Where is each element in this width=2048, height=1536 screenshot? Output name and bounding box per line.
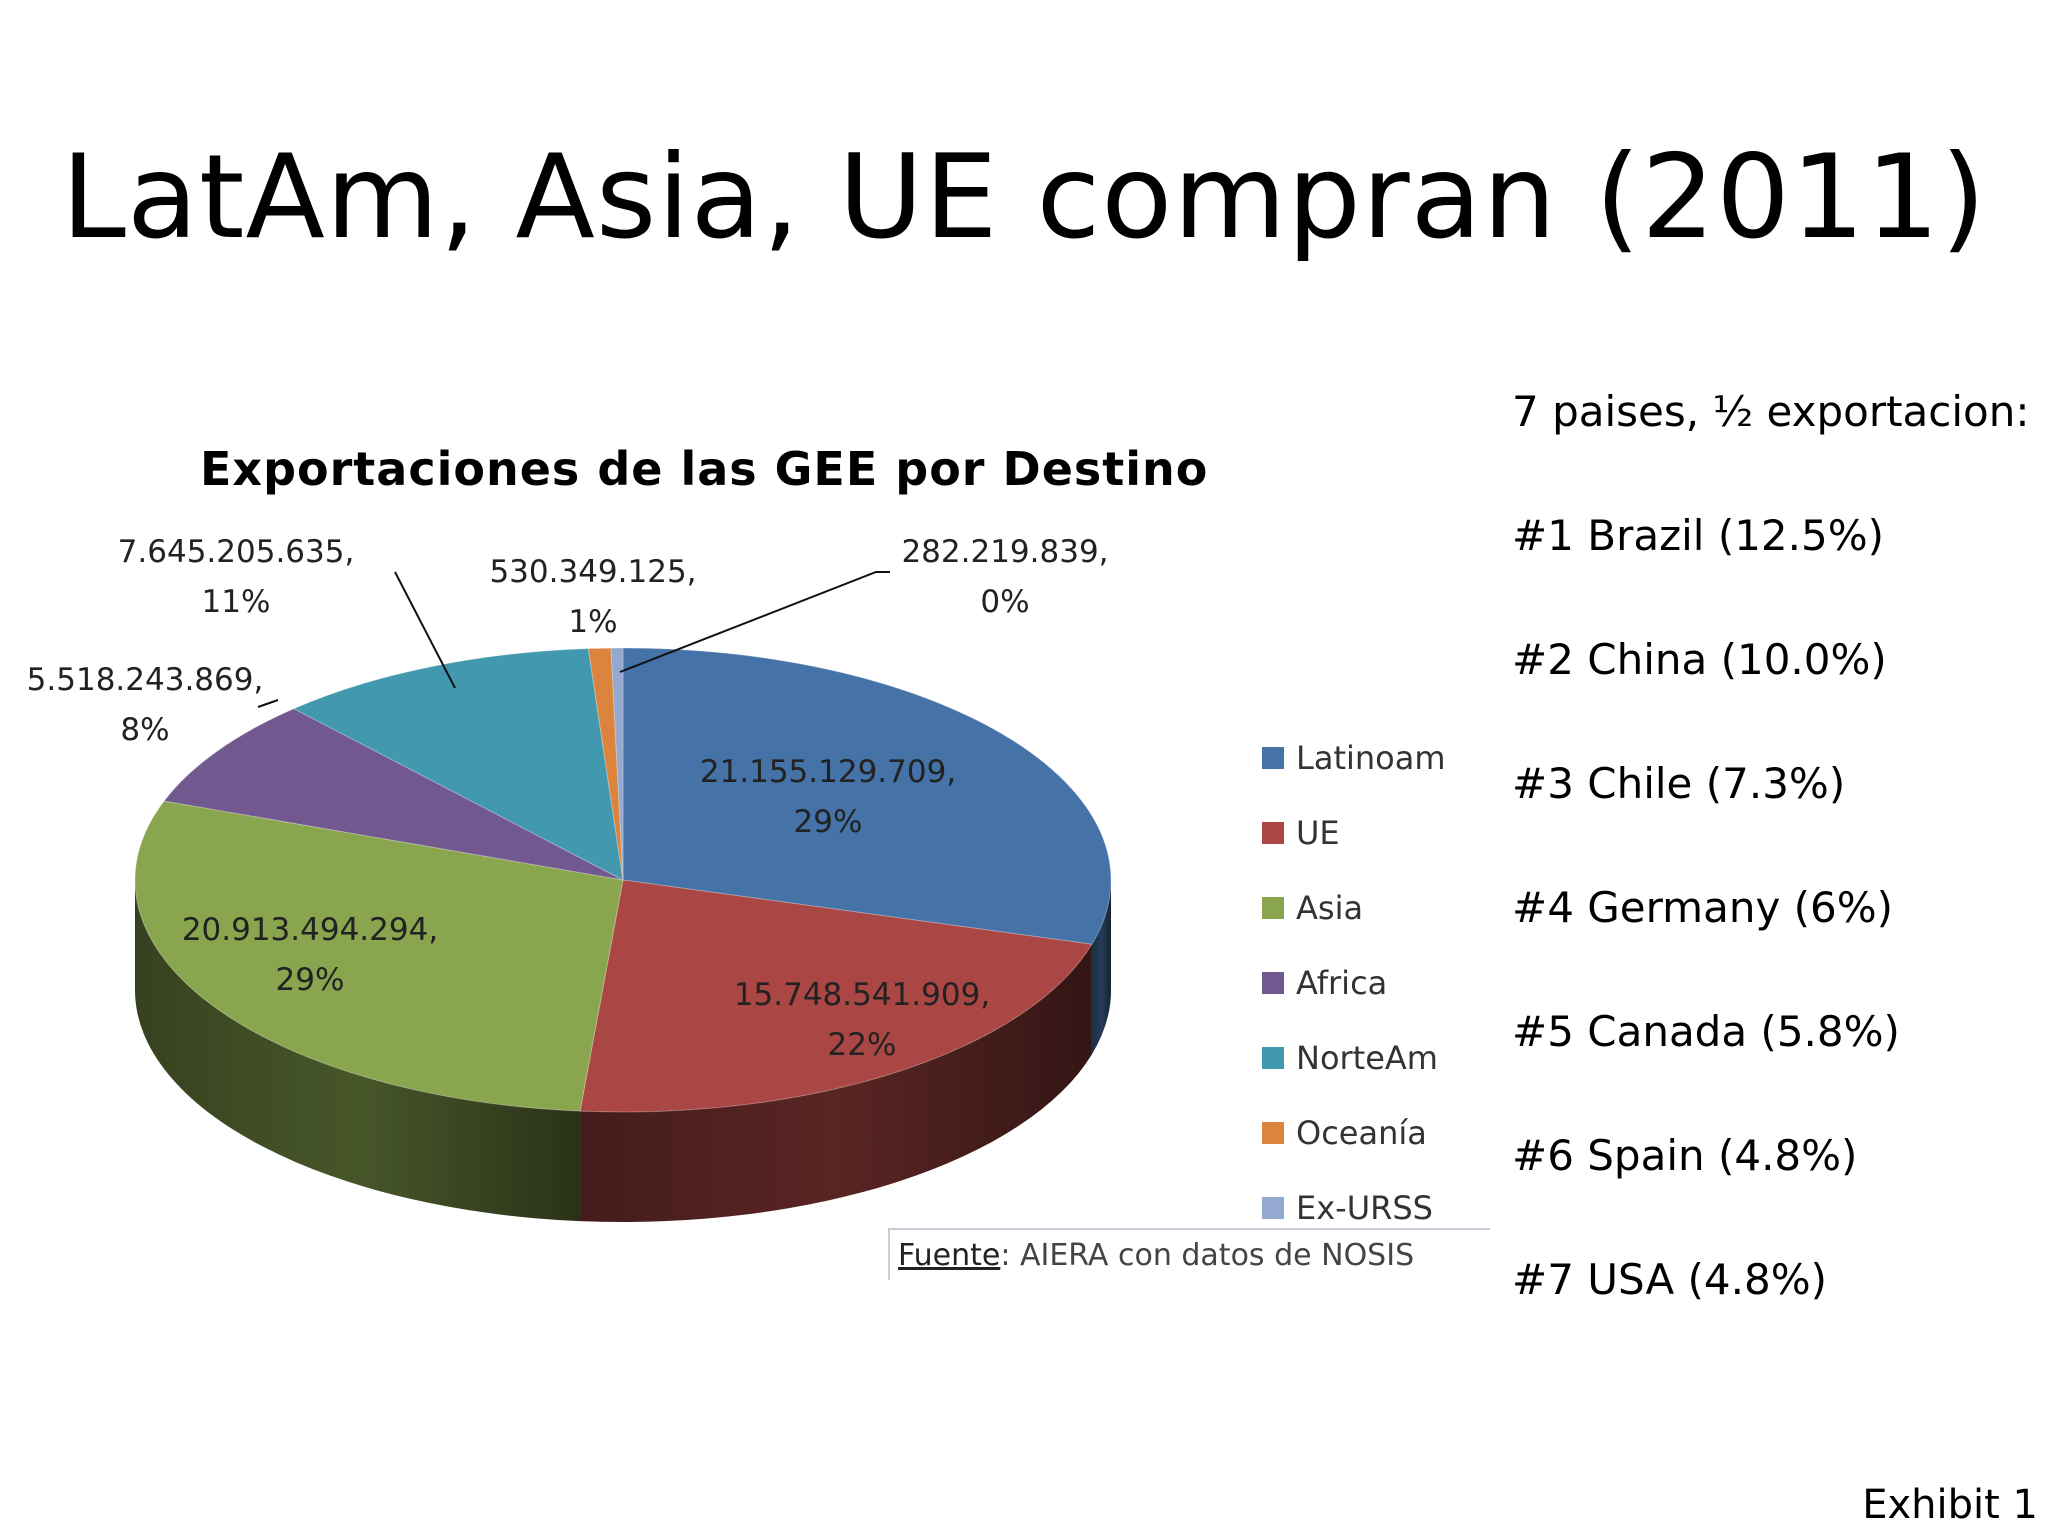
slice-value-label: 15.748.541.909, bbox=[734, 977, 990, 1013]
slice-value-label: 7.645.205.635, bbox=[118, 534, 355, 570]
legend-item: NorteAm bbox=[1262, 1020, 1446, 1095]
legend-swatch bbox=[1262, 746, 1284, 769]
slice-percent-label: 0% bbox=[980, 584, 1029, 620]
pie-slice-3 bbox=[163, 708, 624, 881]
slice-percent-label: 29% bbox=[794, 804, 863, 840]
country-item: #7 USA (4.8%) bbox=[1512, 1255, 1827, 1304]
slide-title: LatAm, Asia, UE compran (2011) bbox=[61, 130, 1987, 265]
pie-side-shade-0 bbox=[1091, 880, 1111, 1055]
legend-item: Asia bbox=[1262, 870, 1446, 945]
leader-line-6 bbox=[619, 571, 890, 673]
legend-item: Africa bbox=[1262, 945, 1446, 1020]
slice-value-label: 282.219.839, bbox=[901, 534, 1108, 570]
slice-value-label: 5.518.243.869, bbox=[27, 662, 264, 698]
source-key: Fuente bbox=[898, 1238, 1001, 1273]
pie-side-shade-1 bbox=[580, 944, 1092, 1223]
slice-percent-label: 1% bbox=[568, 604, 617, 640]
slice-value-label: 530.349.125, bbox=[489, 554, 696, 590]
country-item: #3 Chile (7.3%) bbox=[1512, 759, 1846, 808]
pie-data-labels: 21.155.129.709, 29% 15.748.541.909, 22% 20.9… bbox=[27, 534, 1109, 1063]
top-countries-heading: 7 paises, ½ exportacion: bbox=[1512, 387, 2030, 436]
country-item: #6 Spain (4.8%) bbox=[1512, 1131, 1858, 1180]
slice-value-label: 21.155.129.709, bbox=[700, 754, 956, 790]
legend-label: Oceanía bbox=[1296, 1113, 1427, 1152]
country-item: #4 Germany (6%) bbox=[1512, 883, 1894, 932]
legend-swatch bbox=[1262, 971, 1284, 994]
top-countries-list: 7 paises, ½ exportacion: #1 Brazil (12.5… bbox=[1512, 350, 2030, 1342]
leader-line-3 bbox=[257, 699, 279, 708]
pie-slice-1 bbox=[579, 879, 1093, 1113]
legend-item: Latinoam bbox=[1262, 720, 1446, 795]
pie-sides bbox=[135, 880, 1111, 1223]
legend-label: UE bbox=[1296, 813, 1340, 852]
source-text: : AIERA con datos de NOSIS bbox=[1000, 1238, 1415, 1273]
legend-label: Ex-URSS bbox=[1296, 1188, 1433, 1227]
pie-leader-lines bbox=[257, 571, 890, 708]
slice-percent-label: 8% bbox=[120, 712, 169, 748]
country-item: #1 Brazil (12.5%) bbox=[1512, 511, 1885, 560]
legend-label: Africa bbox=[1296, 963, 1388, 1002]
legend-swatch bbox=[1262, 1121, 1284, 1144]
pie-tops bbox=[134, 647, 1112, 1113]
leader-line-4 bbox=[394, 571, 456, 689]
legend-label: Asia bbox=[1296, 888, 1364, 927]
chart-title: Exportaciones de las GEE por Destino bbox=[200, 442, 1209, 496]
legend-label: NorteAm bbox=[1296, 1038, 1438, 1077]
legend-swatch bbox=[1262, 896, 1284, 919]
slice-value-label: 20.913.494.294, bbox=[182, 912, 438, 948]
slice-percent-label: 22% bbox=[828, 1027, 897, 1063]
legend-item: Ex-URSS bbox=[1262, 1170, 1446, 1245]
legend-item: UE bbox=[1262, 795, 1446, 870]
pie-slice-2 bbox=[134, 800, 624, 1112]
pie-slice-6 bbox=[610, 647, 624, 881]
pie-slice-0 bbox=[622, 647, 1112, 945]
pie-slice-5 bbox=[587, 647, 624, 881]
source-note: Fuente: AIERA con datos de NOSIS bbox=[888, 1228, 1490, 1280]
legend-swatch bbox=[1262, 1046, 1284, 1069]
pie-side-shade-2 bbox=[135, 880, 581, 1222]
chart-legend: Latinoam UE Asia Africa NorteAm Oceanía Ex-URS… bbox=[1262, 720, 1446, 1245]
legend-swatch bbox=[1262, 1196, 1284, 1219]
exhibit-label: Exhibit 1 bbox=[1862, 1482, 2038, 1528]
pie-slice-4 bbox=[292, 648, 624, 881]
country-item: #5 Canada (5.8%) bbox=[1512, 1007, 1900, 1056]
legend-item: Oceanía bbox=[1262, 1095, 1446, 1170]
legend-label: Latinoam bbox=[1296, 738, 1446, 777]
country-item: #2 China (10.0%) bbox=[1512, 635, 1887, 684]
legend-swatch bbox=[1262, 821, 1284, 844]
slice-percent-label: 11% bbox=[202, 584, 271, 620]
slice-percent-label: 29% bbox=[276, 962, 345, 998]
